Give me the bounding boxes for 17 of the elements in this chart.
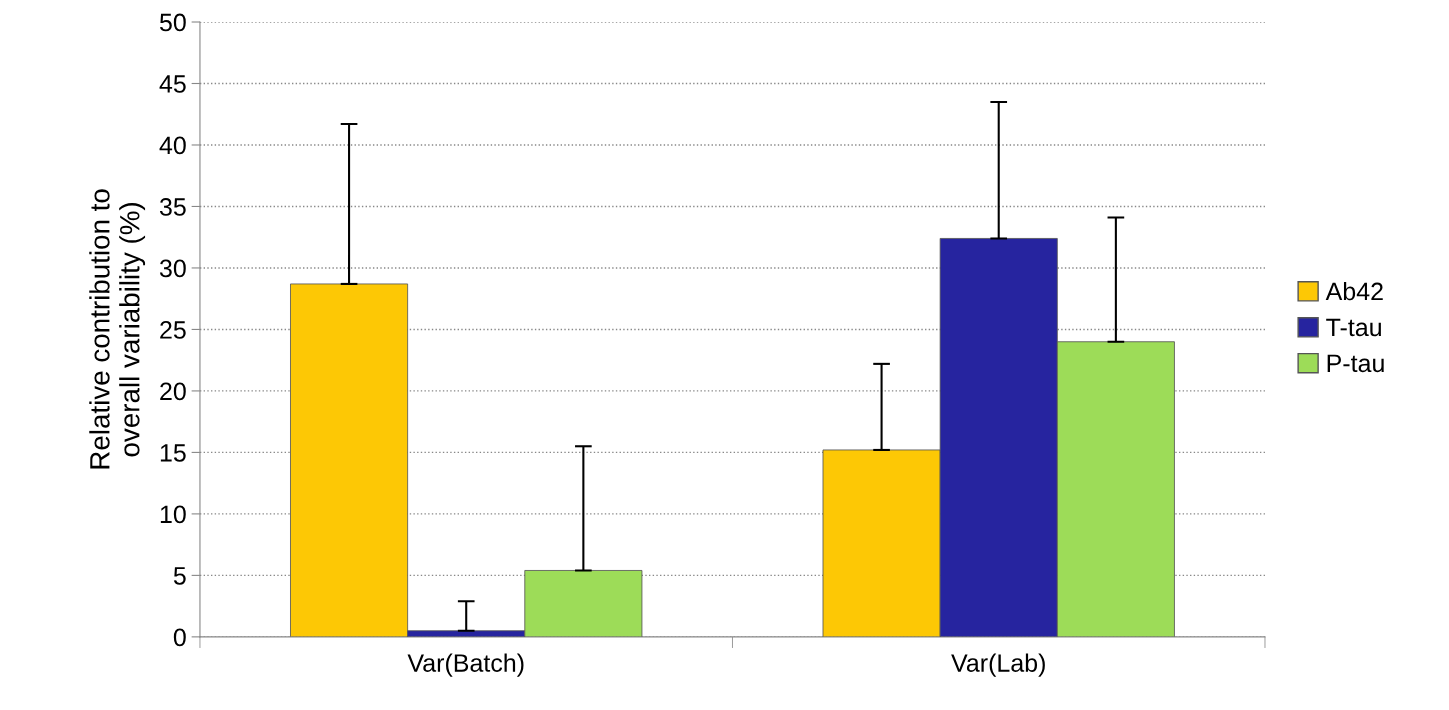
x-tick-label: Var(Batch) bbox=[407, 653, 524, 677]
x-tick-label: Var(Lab) bbox=[951, 653, 1045, 677]
y-tick-label: 40 bbox=[159, 136, 186, 155]
y-tick-label: 45 bbox=[159, 75, 186, 93]
y-tick-label: 10 bbox=[160, 505, 186, 524]
y-tick-label: 35 bbox=[159, 198, 186, 216]
y-tick-label: 25 bbox=[160, 321, 186, 339]
y-tick-label: 0 bbox=[173, 628, 186, 647]
y-tick-label: 30 bbox=[159, 259, 186, 278]
legend-label: T-tau bbox=[1326, 318, 1381, 337]
legend-label: Ab42 bbox=[1325, 281, 1383, 301]
y-tick-label: 15 bbox=[160, 444, 186, 462]
y-tick-label: 20 bbox=[160, 382, 186, 401]
y-axis-title: Relative contribution to overall variability (%) bbox=[89, 189, 146, 469]
y-tick-label: 50 bbox=[159, 13, 186, 32]
legend-label: P-tau bbox=[1327, 354, 1384, 373]
y-tick-label: 5 bbox=[173, 567, 186, 585]
